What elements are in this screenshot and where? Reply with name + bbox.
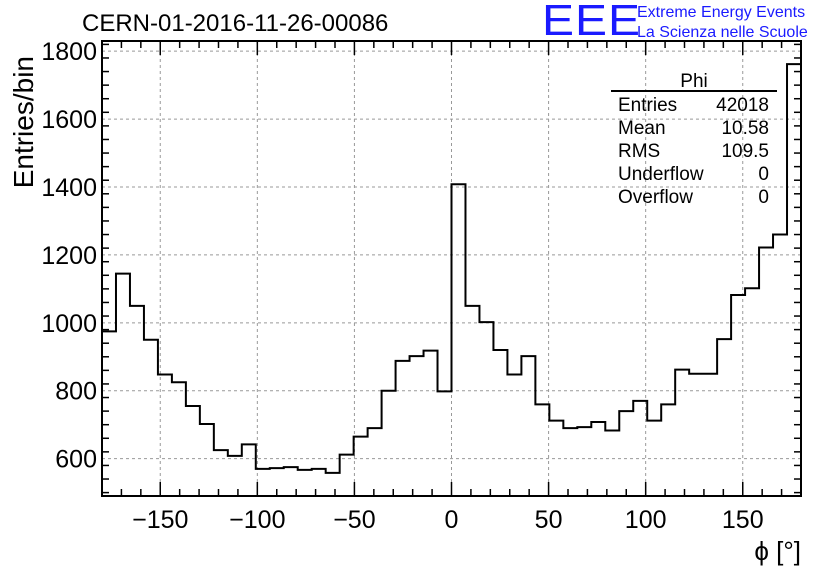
histogram-bin <box>438 391 452 496</box>
stats-label: Underflow <box>618 164 704 185</box>
histogram-bin <box>340 455 354 496</box>
histogram-bin <box>368 428 382 496</box>
histogram-bin <box>493 350 507 496</box>
histogram-bin <box>452 184 466 496</box>
chart-title: CERN-01-2016-11-26-00086 <box>82 10 389 37</box>
histogram-bin <box>675 370 689 496</box>
histogram-bin <box>410 356 424 496</box>
x-tick-label: −100 <box>229 506 285 534</box>
stats-box: Phi Entries 42018 Mean 10.58 RMS 109.5 Underfl… <box>611 71 777 208</box>
histogram-bin <box>214 450 228 496</box>
y-tick-label: 1200 <box>41 242 97 270</box>
y-tick-label: 1600 <box>41 106 97 134</box>
histogram-bin <box>396 361 410 496</box>
y-axis-ticks: 600 800 1000 1200 1400 1600 1800 <box>41 38 801 494</box>
histogram-bin <box>354 437 368 496</box>
histogram-bin <box>298 470 312 496</box>
histogram-bin <box>326 473 340 496</box>
histogram-bin <box>591 422 605 496</box>
histogram-bin <box>745 288 759 496</box>
stats-label: Entries <box>618 95 677 116</box>
x-tick-label: 50 <box>535 506 563 534</box>
histogram-bin <box>549 421 563 496</box>
histogram-bin <box>102 331 116 496</box>
histogram-bin <box>186 406 200 496</box>
histogram-bin <box>787 64 801 496</box>
histogram-outline <box>102 63 801 474</box>
histogram-bin <box>242 444 256 496</box>
x-tick-label: 100 <box>625 506 667 534</box>
histogram-bin <box>521 356 535 496</box>
histogram-bin <box>689 374 703 496</box>
x-tick-label: 150 <box>722 506 764 534</box>
histogram-bin <box>507 374 521 496</box>
x-tick-label: −150 <box>132 506 188 534</box>
histogram-bin <box>703 374 717 496</box>
eee-logo-text: EEE <box>542 0 642 46</box>
stats-value: 10.58 <box>721 118 769 139</box>
histogram-bin <box>633 401 647 496</box>
histogram-bin <box>312 469 326 496</box>
histogram-bin <box>144 340 158 496</box>
stats-value: 109.5 <box>721 141 769 162</box>
histogram-bin <box>158 374 172 496</box>
histogram-bin <box>563 428 577 496</box>
histogram-bin <box>200 424 214 496</box>
stats-value: 0 <box>758 187 769 208</box>
y-tick-label: 1000 <box>41 310 97 338</box>
histogram-bin <box>465 306 479 496</box>
stats-label: RMS <box>618 141 660 162</box>
histogram-bin <box>424 351 438 496</box>
histogram-bin <box>116 274 130 496</box>
logo-line-1: Extreme Energy Events <box>637 4 806 21</box>
x-tick-label: 0 <box>445 506 459 534</box>
histogram-bin <box>619 411 633 496</box>
histogram-bin <box>577 427 591 496</box>
x-axis-label: ϕ [°] <box>754 536 801 566</box>
stats-value: 42018 <box>716 95 769 116</box>
stats-label: Overflow <box>618 187 693 208</box>
histogram-bin <box>661 404 675 496</box>
y-axis-label: Entries/bin <box>8 56 39 188</box>
x-axis-ticks: −150 −100 −50 0 50 100 150 <box>101 41 802 534</box>
y-tick-label: 600 <box>55 446 97 474</box>
histogram-bin <box>228 456 242 496</box>
logo-line-2: La Scienza nelle Scuole <box>637 24 808 41</box>
histogram-bin <box>773 235 787 496</box>
histogram-bin <box>130 306 144 496</box>
histogram-bin <box>172 382 186 496</box>
histogram-bin <box>382 391 396 496</box>
grid-lines <box>102 41 801 496</box>
stats-label: Mean <box>618 118 666 139</box>
y-tick-label: 1800 <box>41 38 97 66</box>
histogram-bin <box>605 430 619 496</box>
stats-box-title: Phi <box>680 71 707 92</box>
histogram-bin <box>535 404 549 496</box>
y-tick-label: 800 <box>55 378 97 406</box>
histogram-bin <box>717 339 731 496</box>
x-tick-label: −50 <box>333 506 375 534</box>
stats-value: 0 <box>758 164 769 185</box>
y-tick-label: 1400 <box>41 174 97 202</box>
histogram-bin <box>479 322 493 496</box>
